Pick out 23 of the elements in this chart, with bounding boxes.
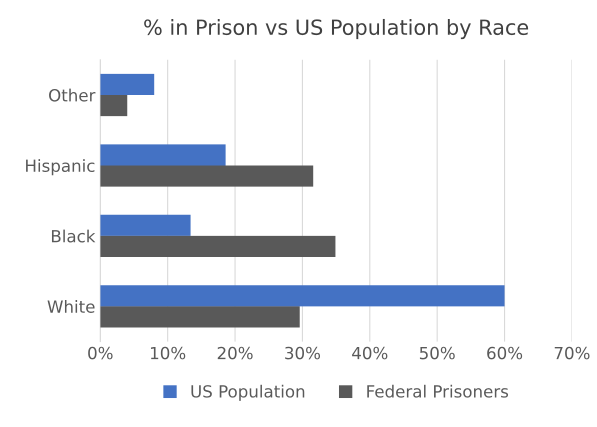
- bar: [100, 214, 191, 236]
- bar: [100, 285, 505, 306]
- bar: [100, 165, 314, 187]
- legend-label: US Population: [191, 384, 304, 401]
- bar: [100, 236, 336, 258]
- y-tick-label: Other: [49, 88, 96, 102]
- bar: [100, 144, 226, 166]
- bar: [100, 95, 128, 116]
- y-tick-label: White: [48, 300, 95, 313]
- legend-label: Federal Prisoners: [367, 384, 508, 398]
- x-tick-label: 0%: [88, 346, 113, 360]
- y-tick-label: Black: [52, 230, 96, 242]
- x-tick-label: 40%: [352, 346, 388, 360]
- x-tick-label: 20%: [218, 346, 253, 360]
- x-tick-label: 60%: [487, 346, 522, 360]
- x-tick-label: 50%: [420, 346, 455, 360]
- chart-title: % in Prison vs US Population by Race: [144, 18, 528, 40]
- x-tick-label: 30%: [285, 346, 320, 360]
- bar: [100, 306, 300, 328]
- bar: [100, 74, 154, 96]
- x-tick-label: 70%: [554, 346, 590, 360]
- x-tick-label: 10%: [150, 346, 186, 360]
- y-tick-label: Hispanic: [26, 159, 94, 176]
